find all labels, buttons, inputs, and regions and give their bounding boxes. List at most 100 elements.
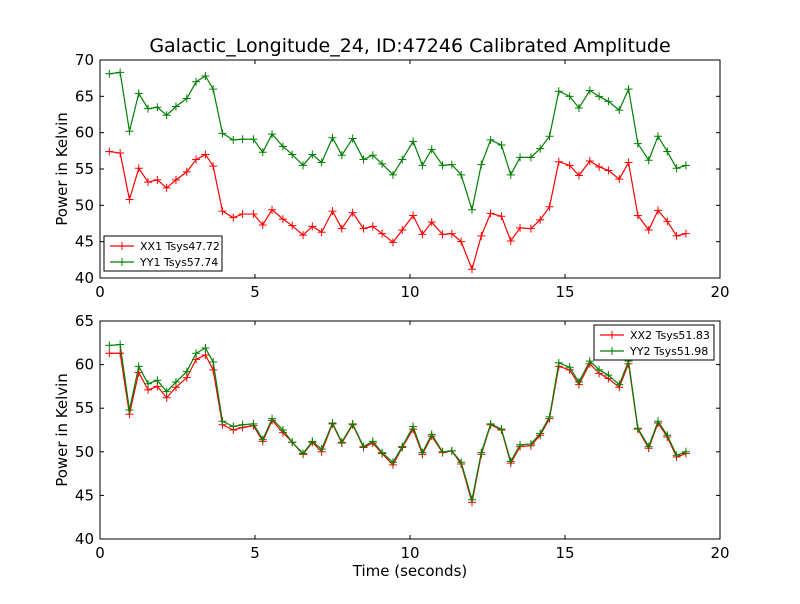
data-point bbox=[526, 224, 535, 233]
data-point bbox=[447, 160, 456, 169]
data-point bbox=[359, 155, 368, 164]
data-point bbox=[536, 429, 545, 438]
data-point bbox=[438, 230, 447, 239]
data-point bbox=[644, 226, 653, 235]
series-line-2 bbox=[109, 71, 687, 210]
data-point bbox=[595, 365, 604, 374]
data-point bbox=[171, 175, 180, 184]
data-point bbox=[278, 426, 287, 434]
data-point bbox=[209, 162, 218, 171]
series-line-1 bbox=[109, 352, 687, 503]
data-point bbox=[337, 438, 346, 447]
data-point bbox=[624, 158, 633, 167]
data-point bbox=[144, 104, 153, 113]
data-point bbox=[654, 206, 662, 215]
data-point bbox=[585, 157, 594, 166]
data-point bbox=[681, 229, 690, 238]
data-point bbox=[378, 448, 387, 457]
data-point bbox=[337, 224, 346, 233]
bottom-panel: 0 5 10 15 20 40 45 50 55 60 65 Power in Kelvin Time … bbox=[53, 312, 730, 580]
data-point bbox=[299, 449, 308, 458]
data-point bbox=[229, 422, 238, 431]
data-point bbox=[368, 437, 377, 446]
data-point bbox=[153, 175, 162, 184]
data-point bbox=[249, 419, 258, 428]
data-point bbox=[554, 87, 563, 96]
data-point bbox=[125, 405, 134, 414]
data-point bbox=[249, 135, 258, 144]
data-point bbox=[644, 156, 653, 165]
data-point bbox=[218, 207, 227, 216]
legend-label: XX1 Tsys47.72 bbox=[140, 240, 220, 253]
data-point bbox=[116, 68, 125, 77]
data-point bbox=[182, 167, 191, 176]
data-point bbox=[409, 137, 418, 146]
data-point bbox=[378, 159, 387, 168]
x-tick-label: 15 bbox=[555, 544, 574, 562]
data-point bbox=[506, 236, 515, 245]
y-tick-label: 50 bbox=[75, 443, 94, 461]
data-point bbox=[545, 412, 554, 421]
data-point bbox=[477, 160, 486, 169]
data-point bbox=[398, 226, 407, 235]
data-point bbox=[681, 161, 690, 170]
data-point bbox=[486, 135, 495, 144]
data-point bbox=[663, 431, 672, 440]
data-point bbox=[516, 153, 525, 162]
data-point bbox=[308, 437, 317, 446]
data-point bbox=[663, 217, 672, 226]
data-point bbox=[477, 231, 486, 240]
data-point bbox=[545, 132, 554, 141]
legend-swatch-marker bbox=[608, 331, 616, 339]
data-point bbox=[162, 387, 171, 396]
data-point bbox=[536, 215, 545, 224]
data-point bbox=[681, 447, 690, 456]
data-point bbox=[378, 229, 387, 238]
data-point bbox=[328, 133, 337, 142]
data-point bbox=[328, 419, 337, 428]
data-point bbox=[299, 161, 308, 170]
top-panel: 0 5 10 15 20 40 45 50 55 60 65 70 Power in Kelvin XX1… bbox=[53, 51, 730, 301]
data-point bbox=[348, 419, 357, 428]
y-tick-label: 55 bbox=[75, 160, 94, 178]
data-point bbox=[545, 202, 554, 211]
data-point bbox=[134, 164, 143, 173]
data-point bbox=[238, 210, 247, 219]
legend-label: YY1 Tsys57.74 bbox=[139, 256, 218, 269]
data-point bbox=[171, 378, 180, 387]
data-point bbox=[201, 351, 210, 360]
data-point bbox=[409, 422, 418, 431]
y-tick-label: 50 bbox=[75, 196, 94, 214]
data-point bbox=[192, 155, 201, 164]
data-point bbox=[604, 97, 613, 106]
y-tick-label: 40 bbox=[75, 269, 94, 287]
data-point bbox=[278, 142, 287, 151]
data-point bbox=[604, 371, 613, 380]
data-point bbox=[633, 211, 642, 220]
data-point bbox=[663, 147, 672, 156]
data-point bbox=[105, 341, 114, 350]
data-point bbox=[144, 379, 153, 388]
data-point bbox=[359, 224, 368, 233]
data-point bbox=[672, 164, 681, 173]
data-point bbox=[574, 103, 583, 112]
data-point bbox=[328, 207, 337, 216]
data-point bbox=[258, 220, 267, 229]
y-axis-label: Power in Kelvin bbox=[53, 112, 71, 226]
legend-label: YY2 Tsys51.98 bbox=[629, 345, 708, 358]
data-point bbox=[317, 445, 326, 454]
data-point bbox=[134, 89, 143, 98]
data-point bbox=[153, 103, 162, 112]
data-point bbox=[201, 344, 210, 353]
data-point bbox=[229, 213, 238, 222]
legend: XX2 Tsys51.83 YY2 Tsys51.98 bbox=[593, 324, 715, 361]
x-tick-label: 20 bbox=[710, 283, 729, 301]
data-point bbox=[105, 147, 114, 156]
data-point bbox=[317, 228, 326, 237]
data-point bbox=[182, 94, 191, 103]
y-tick-label: 65 bbox=[75, 312, 94, 330]
data-point bbox=[368, 222, 377, 231]
data-point bbox=[182, 367, 191, 376]
data-point bbox=[633, 139, 642, 148]
